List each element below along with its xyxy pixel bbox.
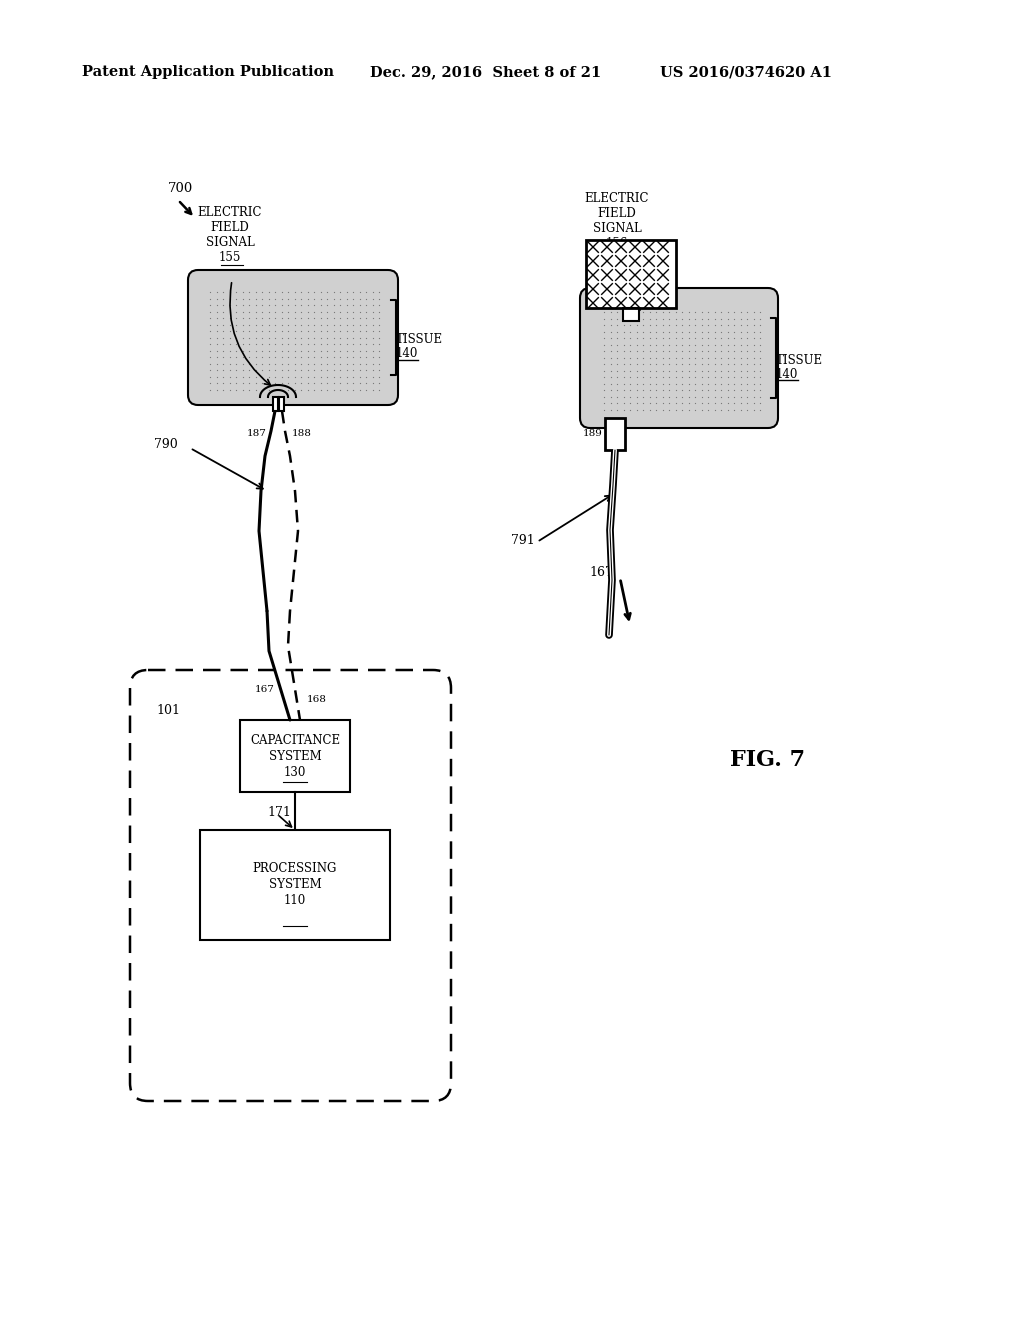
Text: 140: 140: [776, 367, 799, 380]
Text: 168: 168: [307, 696, 327, 705]
Text: Patent Application Publication: Patent Application Publication: [82, 65, 334, 79]
FancyBboxPatch shape: [188, 271, 398, 405]
FancyBboxPatch shape: [580, 288, 778, 428]
Bar: [623, 308, 639, 321]
Text: FIG. 7: FIG. 7: [730, 748, 806, 771]
Text: 189: 189: [583, 429, 603, 438]
Bar: [273, 397, 278, 411]
Text: TISSUE: TISSUE: [776, 354, 823, 367]
Bar: [586, 240, 676, 308]
Bar: [240, 719, 350, 792]
FancyBboxPatch shape: [130, 671, 451, 1101]
Bar: [200, 830, 390, 940]
Text: 188: 188: [292, 429, 312, 437]
Text: 167: 167: [589, 565, 613, 578]
Bar: [605, 418, 625, 450]
Text: 171: 171: [267, 805, 291, 818]
Text: 700: 700: [168, 181, 194, 194]
Text: 187: 187: [247, 429, 267, 437]
Text: ELECTRIC
FIELD
SIGNAL
155: ELECTRIC FIELD SIGNAL 155: [198, 206, 262, 264]
Text: Dec. 29, 2016  Sheet 8 of 21: Dec. 29, 2016 Sheet 8 of 21: [370, 65, 601, 79]
Text: ELECTRIC
FIELD
SIGNAL
156: ELECTRIC FIELD SIGNAL 156: [585, 191, 649, 249]
Text: 101: 101: [156, 704, 180, 717]
Text: PROCESSING
SYSTEM
110: PROCESSING SYSTEM 110: [253, 862, 337, 908]
Text: TISSUE: TISSUE: [396, 333, 443, 346]
Bar: [586, 240, 676, 308]
Text: 791: 791: [511, 533, 535, 546]
Text: 790: 790: [155, 438, 178, 451]
Text: 140: 140: [396, 347, 419, 360]
Text: CAPACITANCE
SYSTEM
130: CAPACITANCE SYSTEM 130: [250, 734, 340, 779]
Bar: [279, 397, 284, 411]
Text: 167: 167: [255, 685, 275, 694]
Text: US 2016/0374620 A1: US 2016/0374620 A1: [660, 65, 831, 79]
